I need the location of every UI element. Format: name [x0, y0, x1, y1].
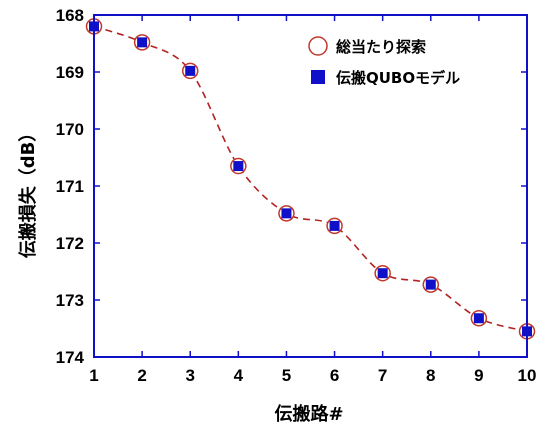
y-tick-label: 173	[56, 291, 84, 310]
x-tick-label: 4	[234, 366, 244, 385]
y-axis-title: 伝搬損失（dB）	[17, 124, 39, 259]
x-tick-label: 6	[330, 366, 339, 385]
data-point-qubo-model	[473, 313, 484, 324]
legend: 総当たり探索 伝搬QUBOモデル	[308, 36, 460, 87]
y-tick-label: 169	[56, 63, 84, 82]
legend-circle-marker	[308, 36, 328, 56]
x-axis-title: 伝搬路#	[274, 403, 343, 425]
x-tick-label: 10	[518, 366, 537, 385]
x-tick-label: 1	[89, 366, 98, 385]
legend-square-marker	[311, 70, 325, 84]
legend-label-qubo-model: 伝搬QUBOモデル	[336, 69, 460, 87]
x-tick-label: 9	[474, 366, 483, 385]
curve-layer	[93, 25, 528, 333]
marker-layer	[85, 18, 536, 340]
x-tick-label: 3	[185, 366, 194, 385]
y-tick-label: 168	[56, 6, 84, 25]
tick-layer: 1 2 3 4 5 6 7 8 9 10 168 169 170 171 172 173 174	[56, 6, 537, 385]
data-point-qubo-model	[137, 37, 148, 48]
y-tick-label: 174	[56, 348, 85, 367]
y-tick-label: 170	[56, 120, 84, 139]
data-point-qubo-model	[233, 161, 244, 172]
series-curve	[93, 25, 528, 333]
plot-frame	[93, 14, 528, 358]
y-tick-label: 172	[56, 234, 84, 253]
data-point-qubo-model	[425, 279, 436, 290]
data-point-qubo-model	[185, 65, 196, 76]
x-tick-label: 8	[426, 366, 435, 385]
data-point-qubo-model	[377, 268, 388, 279]
y-tick-label: 171	[56, 177, 84, 196]
x-tick-label: 5	[282, 366, 291, 385]
data-point-qubo-model	[281, 208, 292, 219]
data-point-qubo-model	[329, 220, 340, 231]
x-tick-label: 7	[378, 366, 387, 385]
x-tick-label: 2	[137, 366, 146, 385]
legend-label-exhaustive-search: 総当たり探索	[336, 38, 426, 56]
